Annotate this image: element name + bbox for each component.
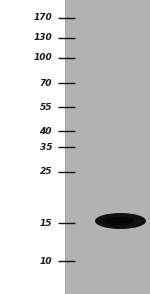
Text: 70: 70 [39, 78, 52, 88]
Ellipse shape [95, 213, 146, 229]
Text: 10: 10 [39, 256, 52, 265]
Text: 55: 55 [39, 103, 52, 111]
Text: 130: 130 [33, 34, 52, 43]
Text: 170: 170 [33, 14, 52, 23]
Text: 40: 40 [39, 126, 52, 136]
Text: 25: 25 [39, 168, 52, 176]
Bar [65, 0, 150, 294]
Text: 15: 15 [39, 218, 52, 228]
Text: 100: 100 [33, 54, 52, 63]
Text: 35: 35 [39, 143, 52, 151]
Ellipse shape [103, 217, 134, 225]
